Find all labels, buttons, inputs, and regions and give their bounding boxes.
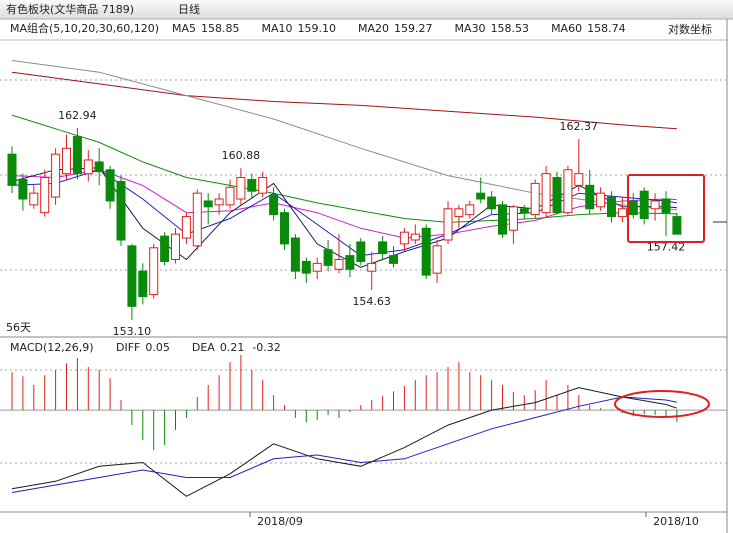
candle-body	[563, 169, 573, 214]
candle-body	[650, 200, 660, 210]
candle-body	[290, 237, 300, 272]
x-label: 2018/09	[257, 515, 303, 528]
high-label: 160.88	[222, 149, 261, 162]
candle-body	[192, 192, 202, 247]
low-label: 153.10	[113, 325, 152, 338]
candle-body	[214, 198, 224, 206]
candle-body	[72, 136, 82, 175]
legend-name: MA10	[262, 22, 293, 35]
macd-value: -0.32	[252, 341, 280, 354]
candle-body	[149, 247, 159, 296]
legend-value: 0.21	[220, 341, 245, 354]
candle-body	[236, 177, 246, 200]
legend-name: DEA	[192, 341, 215, 354]
candle-body	[203, 200, 213, 208]
candle-body	[345, 255, 355, 270]
candle-body	[672, 216, 682, 235]
candle-body	[476, 192, 486, 200]
legend-value: 158.53	[491, 22, 530, 35]
span-label: 56天	[6, 321, 31, 334]
title-bar	[0, 0, 733, 19]
window-title: 有色板块(文华商品 7189)	[6, 2, 134, 16]
candle-body	[421, 227, 431, 276]
candle-body	[7, 153, 17, 186]
legend-name: MA20	[358, 22, 389, 35]
candle-body	[51, 153, 61, 198]
legend-value: 158.85	[201, 22, 240, 35]
candle-body	[410, 233, 420, 241]
highlight-ellipse	[614, 390, 710, 418]
candle-body	[116, 180, 126, 241]
candle-body	[171, 233, 180, 260]
candle-body	[40, 177, 50, 214]
candle-body	[530, 182, 540, 216]
legend-value: 159.27	[394, 22, 433, 35]
candle-body	[519, 208, 529, 214]
candle-body	[181, 216, 191, 239]
legend-value: 159.10	[298, 22, 337, 35]
candle-body	[454, 208, 464, 218]
candle-body	[574, 173, 584, 186]
legend-name: MA60	[551, 22, 582, 35]
candle-body	[552, 177, 562, 214]
series-line	[11, 71, 677, 130]
macd-title: MACD(12,26,9)	[10, 341, 94, 354]
candle-body	[280, 212, 289, 245]
x-label: 2018/10	[653, 515, 699, 528]
candle-body	[639, 190, 649, 220]
candle-body	[356, 241, 366, 262]
candle-body	[607, 196, 616, 218]
legend-name: DIFF	[116, 341, 140, 354]
candle-body	[247, 179, 257, 192]
candle-body	[312, 262, 322, 272]
candle-body	[399, 231, 409, 245]
highlight-box	[627, 174, 705, 243]
candle-body	[225, 186, 235, 206]
candle-body	[269, 194, 279, 216]
candle-body	[617, 208, 627, 218]
candle-body	[127, 245, 137, 307]
series-line	[11, 396, 677, 493]
candle-body	[367, 262, 377, 272]
candle-body	[661, 198, 671, 214]
candle-body	[378, 241, 388, 255]
candle-body	[498, 204, 507, 235]
candle-body	[389, 255, 398, 264]
candle-body	[487, 196, 497, 210]
log-toggle[interactable]: 对数坐标	[668, 22, 712, 36]
candle-body	[258, 177, 268, 194]
legend-name: MA5	[172, 22, 196, 35]
candle-body	[29, 192, 39, 206]
legend-value: 0.05	[145, 341, 170, 354]
candle-body	[105, 169, 115, 202]
candle-body	[334, 258, 344, 270]
legend-value: 158.74	[587, 22, 626, 35]
candle-body	[62, 147, 71, 175]
candle-body	[585, 184, 595, 210]
candle-body	[323, 249, 333, 266]
series-line	[11, 114, 677, 223]
legend-title: MA组合(5,10,20,30,60,120)	[10, 21, 159, 35]
high-label: 162.37	[560, 120, 599, 133]
high-label: 162.94	[58, 109, 97, 122]
legend-name: MA30	[455, 22, 486, 35]
candle-body	[628, 200, 638, 216]
series-line	[11, 387, 678, 497]
candle-body	[443, 208, 453, 241]
candle-body	[301, 260, 311, 274]
period[interactable]: 日线	[178, 2, 200, 16]
candle-body	[94, 161, 104, 173]
candle-body	[432, 245, 442, 274]
candle-body	[138, 270, 148, 298]
candle-body	[18, 179, 28, 200]
candle-body	[83, 159, 93, 175]
low-label: 154.63	[352, 295, 391, 308]
candle-body	[160, 235, 170, 262]
candle-body	[541, 173, 551, 214]
candle-body	[465, 204, 475, 216]
low-label: 157.42	[647, 241, 686, 254]
candle-body	[596, 192, 606, 208]
candle-body	[508, 206, 518, 231]
